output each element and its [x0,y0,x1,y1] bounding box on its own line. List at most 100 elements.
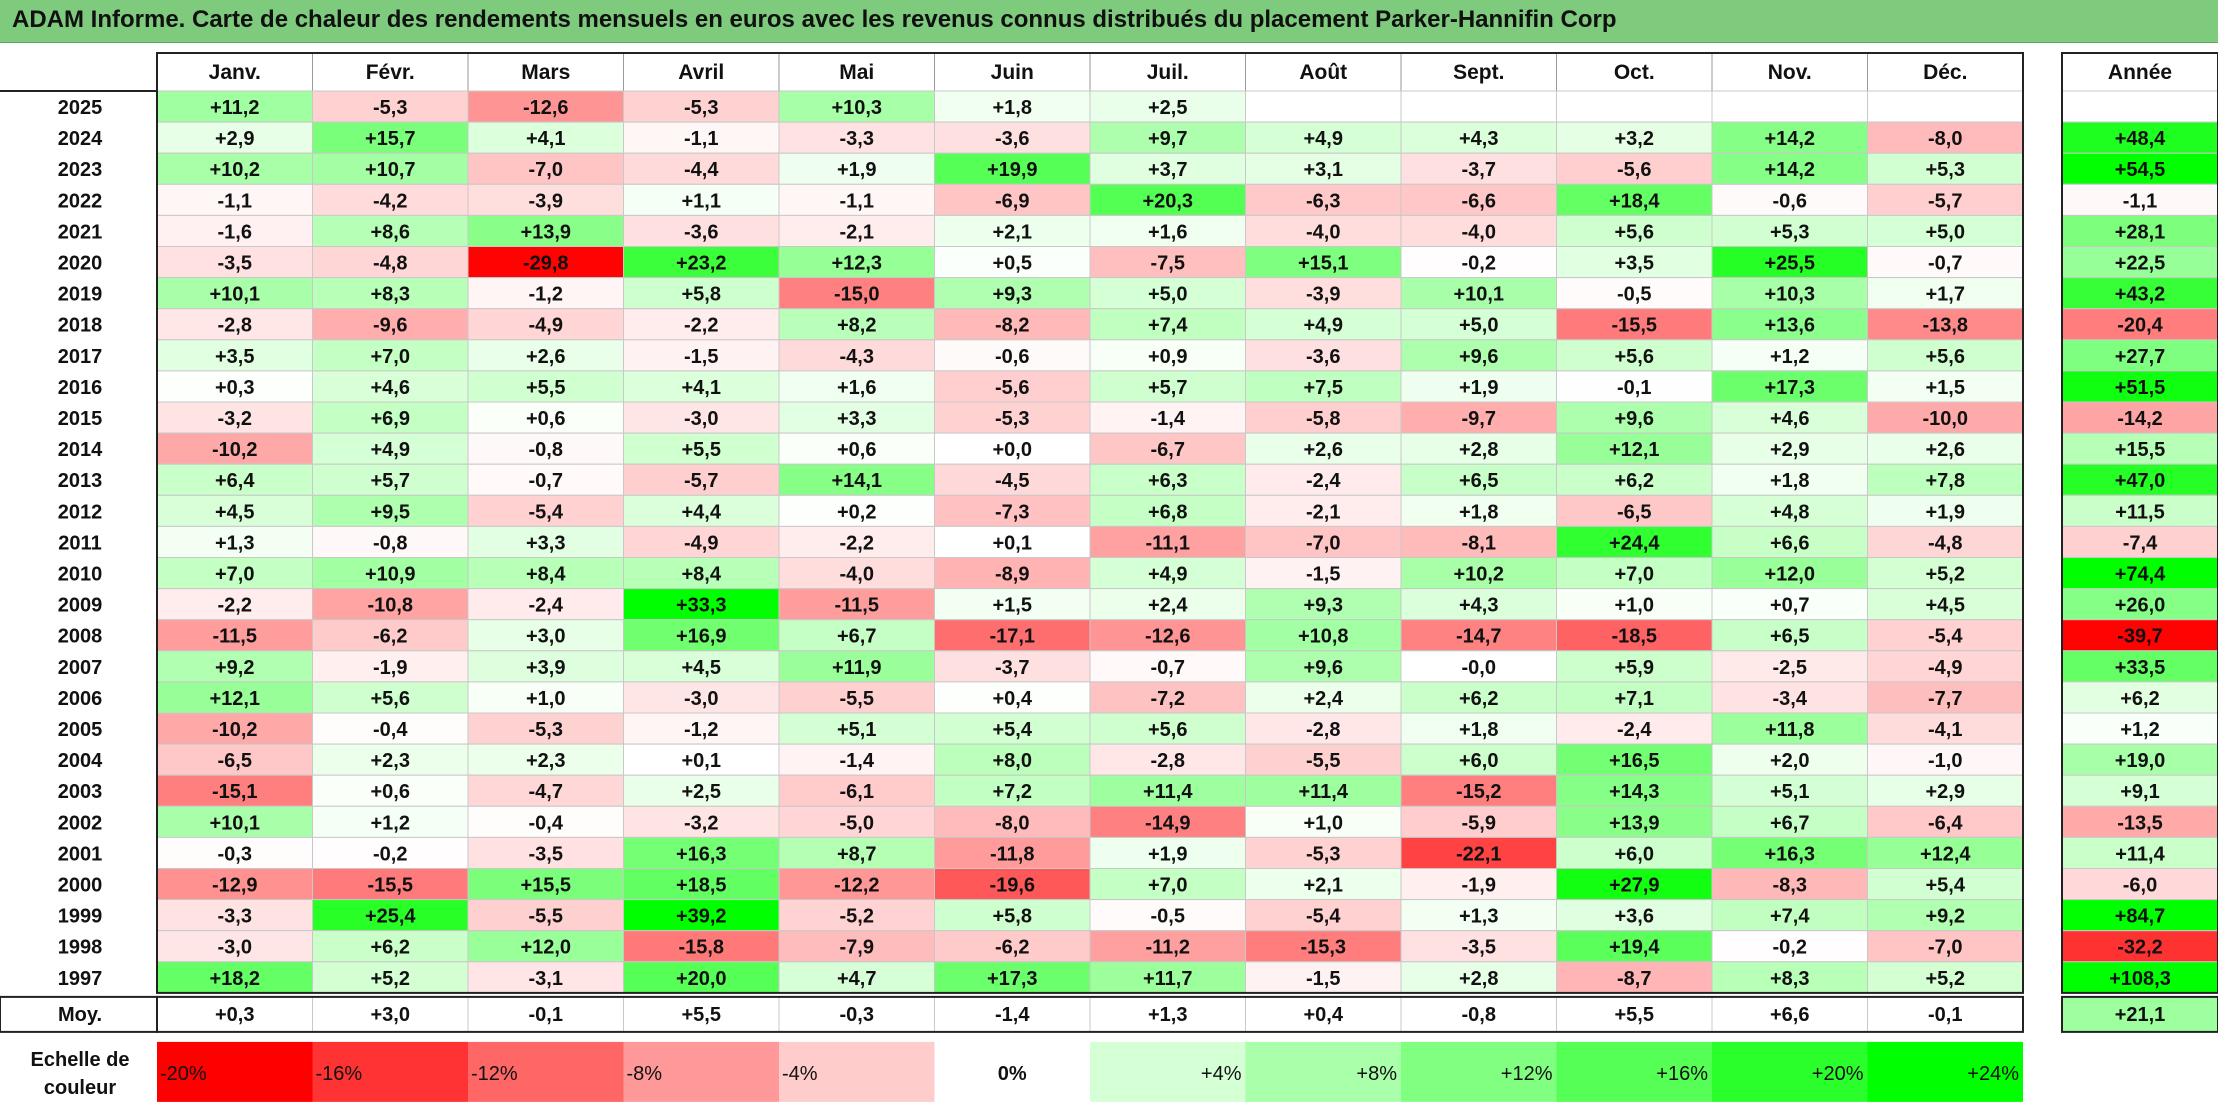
heatmap-cell [1089,681,1246,714]
cell-value: +14,2 [1764,159,1815,181]
cell-value: +5,6 [1615,221,1654,243]
row-label: 2017 [58,346,103,368]
cell-value: -4,1 [1928,719,1962,741]
cell-value: +1,9 [1459,377,1498,399]
heatmap-cell [1867,836,2024,870]
year-value: +47,0 [2115,470,2166,492]
cell-value: -8,2 [995,315,1029,337]
cell-value: -5,5 [1306,750,1340,772]
heatmap-cell [1711,121,1868,154]
month-header: Juil. [1147,61,1189,84]
heatmap-cell [1556,90,1713,123]
cell-value: +1,6 [837,377,876,399]
cell-value: -7,3 [995,501,1029,523]
heatmap-cell [1400,743,1557,776]
cell-value: -4,9 [1928,657,1962,679]
year-value: -7,4 [2123,532,2158,554]
heatmap-cell [778,899,935,932]
cell-value: -5,6 [995,377,1029,399]
cell-value: +10,7 [365,159,416,181]
average-value: -0,1 [529,1004,563,1026]
cell-value: +14,3 [1609,781,1660,803]
cell-value: +0,7 [1770,595,1809,617]
heatmap-cell [1556,557,1713,590]
cell-value: +1,8 [993,97,1032,119]
cell-value: +15,7 [365,128,416,150]
heatmap-cell [934,588,1091,621]
heatmap-cell [467,370,624,403]
row-label: 2022 [58,190,103,212]
cell-value: +7,0 [1148,875,1187,897]
average-value: +3,0 [371,1004,410,1026]
cell-value: +12,1 [1609,439,1660,461]
cell-value: +4,5 [1926,595,1965,617]
cell-value: +6,4 [215,470,255,492]
heatmap-cell [312,246,469,279]
cell-value: +2,6 [1304,439,1343,461]
heatmap-cell [623,961,780,994]
row-label: 2016 [58,377,103,399]
row-label: 1998 [58,937,103,959]
heatmap-cell [467,277,624,310]
cell-value: -3,1 [529,968,563,990]
heatmap-cell [156,308,313,341]
row-label: 2013 [58,470,103,492]
cell-value: +25,5 [1764,253,1815,275]
cell-value: -5,9 [1462,812,1496,834]
cell-value: +5,2 [1926,564,1965,586]
cell-value: +17,3 [987,968,1038,990]
heatmap-cell [156,619,313,652]
cell-value: +0,6 [837,439,876,461]
year-value: -6,0 [2123,875,2157,897]
heatmap-cell [1711,681,1868,714]
row-label: 2021 [58,221,103,243]
cell-value: -3,0 [684,688,718,710]
cell-value: +13,6 [1764,315,1815,337]
heatmap-cell [312,650,469,683]
cell-value: -3,6 [1306,346,1340,368]
heatmap-cell [312,681,469,714]
cell-value: -1,9 [373,657,407,679]
cell-value: +1,8 [1459,501,1498,523]
cell-value: +3,5 [1615,253,1654,275]
heatmap-cell [1867,588,2024,621]
year-cell [2061,90,2218,123]
heatmap-cell [1867,774,2024,807]
cell-value: -1,0 [1928,750,1962,772]
heatmap-cell [467,557,624,590]
heatmap-cell [934,183,1091,216]
cell-value: +7,2 [993,781,1032,803]
cell-value: +2,8 [1459,968,1498,990]
year-value: +84,7 [2115,906,2166,928]
cell-value: -14,9 [1145,812,1191,834]
cell-value: +15,1 [1298,253,1349,275]
cell-value: -0,5 [1617,284,1651,306]
cell-value: -5,2 [840,906,874,928]
cell-value: +10,1 [209,284,260,306]
heatmap-cell [1556,277,1713,310]
cell-value: +7,0 [1615,564,1654,586]
scale-tick-label: +12% [1501,1063,1553,1085]
cell-value: +6,5 [1459,470,1498,492]
cell-value: +10,8 [1298,626,1349,648]
cell-value: -29,8 [523,253,569,275]
heatmap-cell [1867,525,2024,559]
cell-value: +27,9 [1609,875,1660,897]
scale-label: couleur [44,1077,116,1099]
heatmap-cell [1711,899,1868,932]
heatmap-cell [1867,214,2024,247]
heatmap-cell [1400,557,1557,590]
cell-value: +2,8 [1459,439,1498,461]
heatmap-cell [1245,557,1402,590]
cell-value: -3,4 [1773,688,1808,710]
heatmap-cell [623,899,780,932]
cell-value: -1,4 [1151,408,1186,430]
cell-value: -3,7 [995,657,1029,679]
cell-value: -6,6 [1462,190,1496,212]
cell-value: -0,1 [1617,377,1651,399]
cell-value: -1,5 [1306,968,1340,990]
heatmap-cell [1089,121,1246,154]
heatmap-cell [1400,868,1557,901]
heatmap-cell [623,743,780,776]
heatmap-cell [1711,339,1868,372]
